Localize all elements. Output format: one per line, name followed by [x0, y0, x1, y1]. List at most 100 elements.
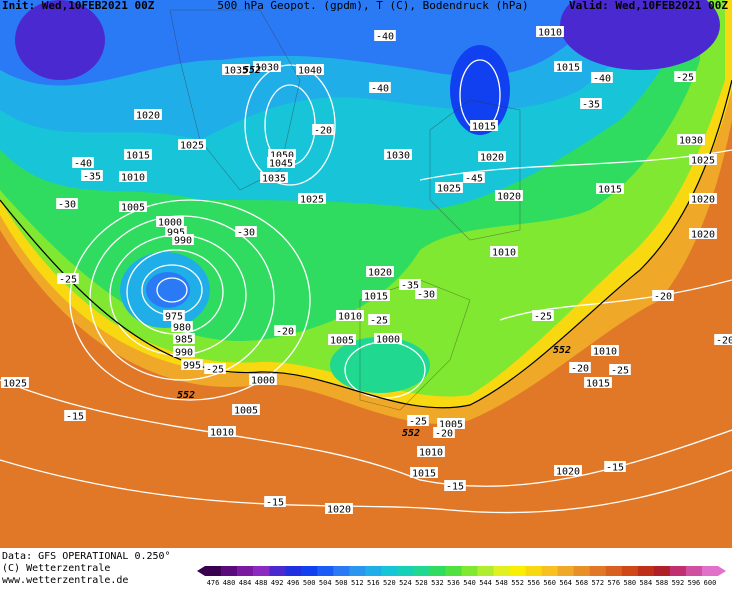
- colorbar-cell: [365, 566, 382, 576]
- colorbar-label: 520: [383, 579, 396, 587]
- pressure-label-box: [173, 346, 195, 357]
- pressure-label-box: [165, 226, 187, 237]
- colorbar-cell: [205, 566, 222, 576]
- pressure-label: 1000: [158, 218, 182, 229]
- pressure-label: 1025: [300, 195, 324, 206]
- pressure-label: 995: [183, 361, 201, 372]
- pressure-label-box: [689, 193, 717, 204]
- temperature-label: -20: [276, 327, 294, 338]
- pressure-label-box: [478, 151, 506, 162]
- pressure-label: 1000: [376, 335, 400, 346]
- temperature-label: -25: [534, 312, 552, 323]
- temperature-label: -15: [66, 412, 84, 423]
- temperature-label-box: [532, 310, 554, 321]
- temperature-label: -15: [266, 498, 284, 509]
- temperature-label-box: [463, 172, 485, 183]
- colorbar-cell: [253, 566, 270, 576]
- temperature-label-box: [64, 410, 86, 421]
- pressure-label-box: [362, 290, 390, 301]
- temperature-label: -35: [582, 100, 600, 111]
- pressure-label: 1030: [255, 63, 279, 74]
- temperature-label-box: [72, 157, 94, 168]
- temperature-label: -45: [465, 174, 483, 185]
- colorbar-cell: [269, 566, 286, 576]
- pressure-label: 1005: [330, 336, 354, 347]
- colorbar-label: 524: [399, 579, 412, 587]
- colorbar-label: 564: [559, 579, 572, 587]
- colorbar-cell: [285, 566, 302, 576]
- pressure-label: 1015: [556, 63, 580, 74]
- pressure-label-box: [328, 334, 356, 345]
- map-parameters: 500 hPa Geopot. (gpdm), T (C), Bodendruc…: [217, 0, 528, 12]
- temperature-label-box: [264, 496, 286, 507]
- pressure-label-box: [124, 149, 152, 160]
- temperature-label-box: [580, 98, 602, 109]
- pressure-label-box: [171, 321, 193, 332]
- pressure-label: 975: [165, 312, 183, 323]
- pressure-label: 995: [167, 228, 185, 239]
- copyright: (C) Wetterzentrale: [2, 563, 110, 574]
- colorbar-label: 600: [704, 579, 717, 587]
- colorbar-cell: [685, 566, 703, 576]
- colorbar-label: 532: [431, 579, 444, 587]
- pressure-label-box: [298, 193, 326, 204]
- pressure-label-box: [268, 149, 296, 160]
- temperature-label: -30: [58, 200, 76, 211]
- pressure-label-box: [384, 149, 412, 160]
- pressure-label: 1040: [298, 66, 322, 77]
- colorbar-cell: [541, 566, 558, 576]
- colorbar-label: 508: [335, 579, 348, 587]
- pressure-label-box: [591, 345, 619, 356]
- temperature-label: -40: [376, 32, 394, 43]
- pressure-label-box: [689, 228, 717, 239]
- temperature-label: -20: [314, 126, 332, 137]
- colorbar-label: 480: [223, 579, 236, 587]
- pressure-label: 1030: [679, 136, 703, 147]
- colorbar-label: 576: [607, 579, 620, 587]
- temperature-label-box: [56, 198, 78, 209]
- temperature-label: -25: [611, 366, 629, 377]
- colorbar-cell: [653, 566, 671, 576]
- temperature-label: -20: [716, 336, 732, 347]
- colorbar-label: 592: [672, 579, 685, 587]
- colorbar-cell: [605, 566, 623, 576]
- pressure-label: 1025: [3, 379, 27, 390]
- pressure-label-box: [249, 374, 277, 385]
- pressure-label: 1010: [338, 312, 362, 323]
- pressure-label: 1015: [412, 469, 436, 480]
- colorbar-label: 484: [239, 579, 252, 587]
- temperature-label-box: [374, 30, 396, 41]
- colorbar-arrow-right: [718, 566, 726, 576]
- colorbar-label: 588: [656, 579, 669, 587]
- pressure-label-box: [470, 120, 498, 131]
- temperature-label-box: [591, 72, 613, 83]
- pressure-label: 1020: [480, 153, 504, 164]
- pressure-label: 1030: [386, 151, 410, 162]
- colorbar-label: 500: [303, 579, 316, 587]
- temperature-label-box: [399, 279, 421, 290]
- colorbar-cell: [509, 566, 526, 576]
- pressure-label-box: [336, 310, 364, 321]
- colorbar-label: 516: [367, 579, 380, 587]
- pressure-label: 1020: [368, 268, 392, 279]
- pressure-label: 1015: [364, 292, 388, 303]
- colorbar-arrow-left: [197, 566, 205, 576]
- pressure-label-box: [554, 61, 582, 72]
- pressure-label: 990: [175, 348, 193, 359]
- temperature-label: -40: [371, 84, 389, 95]
- pressure-label: 1045: [269, 159, 293, 170]
- temperature-label-box: [81, 170, 103, 181]
- pressure-label: 1005: [439, 420, 463, 431]
- pressure-label-box: [208, 426, 236, 437]
- colorbar: 476 480 484 488 492 496 500 504 508 512 516 520 524 5…: [197, 566, 726, 587]
- temperature-label-box: [369, 82, 391, 93]
- temperature-label: -30: [237, 228, 255, 239]
- pressure-label-box: [119, 201, 147, 212]
- pressure-label: 980: [173, 323, 191, 334]
- pressure-label: 1015: [126, 151, 150, 162]
- data-source: Data: GFS OPERATIONAL 0.250°: [2, 551, 171, 562]
- valid-time: Valid: Wed,10FEB2021 00Z: [569, 0, 728, 12]
- colorbar-label: 536: [447, 579, 460, 587]
- temperature-label: -40: [74, 159, 92, 170]
- pressure-label-box: [677, 134, 705, 145]
